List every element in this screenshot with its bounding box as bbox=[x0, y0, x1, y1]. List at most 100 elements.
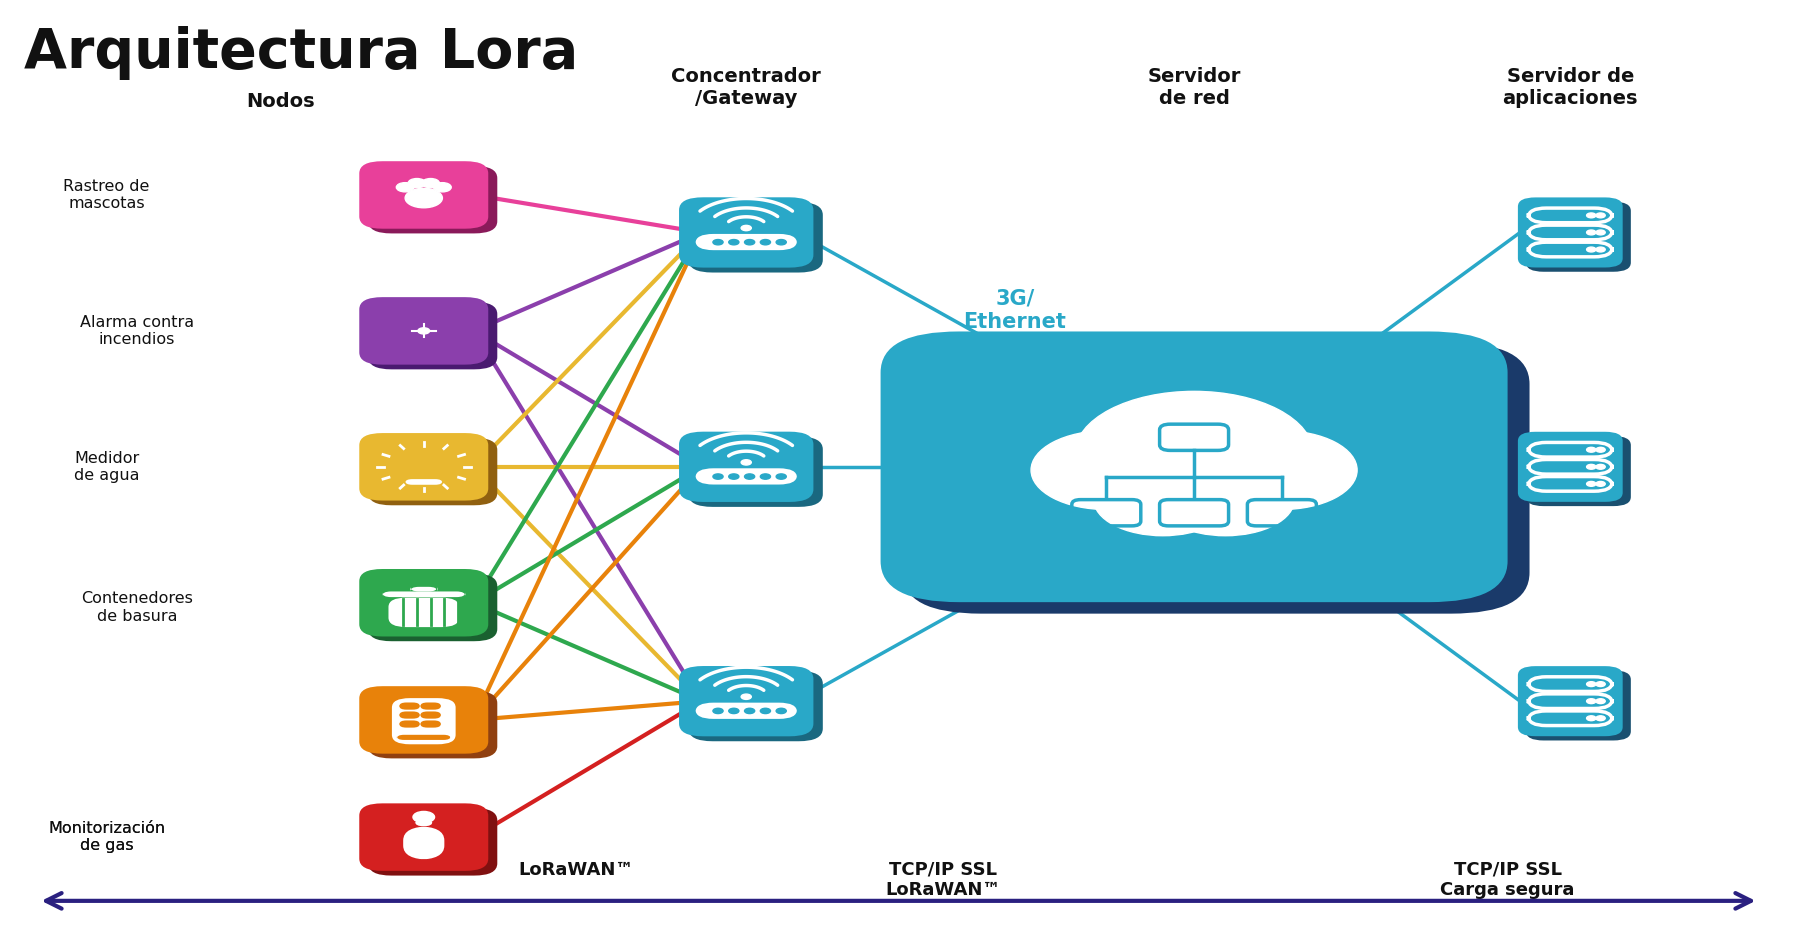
FancyBboxPatch shape bbox=[881, 332, 1508, 603]
Circle shape bbox=[408, 178, 426, 188]
Circle shape bbox=[397, 183, 413, 191]
Text: 3G/
Ethernet
backhaul: 3G/ Ethernet backhaul bbox=[961, 289, 1067, 355]
Circle shape bbox=[1094, 464, 1231, 536]
FancyBboxPatch shape bbox=[679, 432, 814, 502]
FancyBboxPatch shape bbox=[368, 302, 498, 370]
Text: Arquitectura Lora: Arquitectura Lora bbox=[25, 26, 579, 80]
Circle shape bbox=[1031, 431, 1182, 509]
Circle shape bbox=[433, 183, 451, 191]
Circle shape bbox=[1157, 464, 1294, 536]
Text: Concentrador
/Gateway: Concentrador /Gateway bbox=[672, 67, 821, 108]
Text: Contenedores
de basura: Contenedores de basura bbox=[81, 591, 192, 623]
FancyBboxPatch shape bbox=[399, 703, 420, 710]
Circle shape bbox=[1596, 230, 1605, 235]
Text: Servidor
de red: Servidor de red bbox=[1148, 67, 1240, 108]
Circle shape bbox=[1596, 682, 1605, 687]
Circle shape bbox=[404, 189, 442, 207]
Circle shape bbox=[1587, 464, 1596, 470]
FancyBboxPatch shape bbox=[695, 234, 798, 250]
FancyBboxPatch shape bbox=[679, 197, 814, 268]
Circle shape bbox=[744, 240, 755, 245]
FancyBboxPatch shape bbox=[383, 591, 465, 597]
Circle shape bbox=[1206, 431, 1357, 509]
FancyBboxPatch shape bbox=[688, 670, 823, 741]
Text: Monitorización
de gas: Monitorización de gas bbox=[49, 821, 165, 853]
Circle shape bbox=[713, 474, 722, 479]
Circle shape bbox=[1587, 213, 1596, 218]
FancyBboxPatch shape bbox=[359, 687, 489, 753]
Circle shape bbox=[1587, 230, 1596, 235]
Circle shape bbox=[1596, 464, 1605, 470]
FancyBboxPatch shape bbox=[359, 297, 489, 365]
Circle shape bbox=[422, 178, 440, 188]
FancyBboxPatch shape bbox=[420, 711, 440, 719]
FancyBboxPatch shape bbox=[368, 691, 498, 758]
Circle shape bbox=[730, 240, 739, 245]
Circle shape bbox=[1587, 716, 1596, 720]
Circle shape bbox=[1596, 716, 1605, 720]
FancyBboxPatch shape bbox=[1518, 432, 1623, 502]
FancyBboxPatch shape bbox=[368, 573, 498, 641]
FancyBboxPatch shape bbox=[1518, 197, 1623, 268]
FancyBboxPatch shape bbox=[688, 202, 823, 273]
Circle shape bbox=[1596, 482, 1605, 487]
Text: Alarma contra
incendios: Alarma contra incendios bbox=[81, 315, 194, 347]
Text: Nodos: Nodos bbox=[246, 91, 314, 110]
FancyBboxPatch shape bbox=[420, 703, 440, 710]
FancyBboxPatch shape bbox=[359, 161, 489, 229]
FancyBboxPatch shape bbox=[397, 735, 451, 740]
Text: Medidor
de agua: Medidor de agua bbox=[74, 451, 140, 483]
FancyBboxPatch shape bbox=[679, 666, 814, 736]
Circle shape bbox=[713, 708, 722, 714]
FancyBboxPatch shape bbox=[1518, 666, 1623, 736]
FancyBboxPatch shape bbox=[359, 569, 489, 637]
Text: Rastreo de
mascotas: Rastreo de mascotas bbox=[63, 179, 149, 211]
FancyBboxPatch shape bbox=[399, 711, 420, 719]
Circle shape bbox=[744, 474, 755, 479]
FancyBboxPatch shape bbox=[1526, 436, 1632, 506]
FancyBboxPatch shape bbox=[368, 166, 498, 234]
FancyBboxPatch shape bbox=[368, 438, 498, 505]
Circle shape bbox=[1075, 391, 1314, 516]
Text: LoRaWAN™: LoRaWAN™ bbox=[518, 861, 634, 879]
Circle shape bbox=[740, 225, 751, 231]
FancyBboxPatch shape bbox=[410, 587, 437, 591]
FancyBboxPatch shape bbox=[420, 720, 440, 728]
Circle shape bbox=[1587, 447, 1596, 453]
Circle shape bbox=[1596, 213, 1605, 218]
Circle shape bbox=[730, 474, 739, 479]
Circle shape bbox=[1596, 699, 1605, 703]
Circle shape bbox=[730, 708, 739, 714]
Text: TCP/IP SSL
LoRaWAN™: TCP/IP SSL LoRaWAN™ bbox=[886, 861, 1001, 900]
FancyBboxPatch shape bbox=[359, 803, 489, 870]
FancyBboxPatch shape bbox=[695, 703, 798, 719]
FancyBboxPatch shape bbox=[415, 819, 433, 826]
Circle shape bbox=[1587, 482, 1596, 487]
Circle shape bbox=[1587, 699, 1596, 703]
FancyBboxPatch shape bbox=[404, 479, 442, 485]
Circle shape bbox=[744, 708, 755, 714]
FancyBboxPatch shape bbox=[695, 469, 798, 485]
FancyBboxPatch shape bbox=[359, 433, 489, 501]
Circle shape bbox=[740, 460, 751, 465]
Circle shape bbox=[760, 708, 771, 714]
Circle shape bbox=[776, 474, 787, 479]
FancyBboxPatch shape bbox=[1526, 202, 1632, 272]
Text: Servidor de
aplicaciones: Servidor de aplicaciones bbox=[1502, 67, 1639, 108]
FancyBboxPatch shape bbox=[368, 808, 498, 876]
FancyBboxPatch shape bbox=[1526, 670, 1632, 740]
FancyBboxPatch shape bbox=[392, 698, 456, 744]
FancyBboxPatch shape bbox=[388, 598, 458, 627]
Circle shape bbox=[776, 708, 787, 714]
Text: TCP/IP SSL
Carga segura: TCP/IP SSL Carga segura bbox=[1441, 861, 1574, 900]
Circle shape bbox=[1596, 447, 1605, 453]
Circle shape bbox=[713, 240, 722, 245]
Text: Monitorización
de gas: Monitorización de gas bbox=[49, 821, 165, 853]
FancyBboxPatch shape bbox=[399, 720, 420, 728]
Circle shape bbox=[419, 328, 429, 334]
FancyBboxPatch shape bbox=[688, 437, 823, 507]
Circle shape bbox=[413, 812, 435, 822]
Circle shape bbox=[760, 240, 771, 245]
Circle shape bbox=[760, 474, 771, 479]
Circle shape bbox=[1587, 682, 1596, 687]
